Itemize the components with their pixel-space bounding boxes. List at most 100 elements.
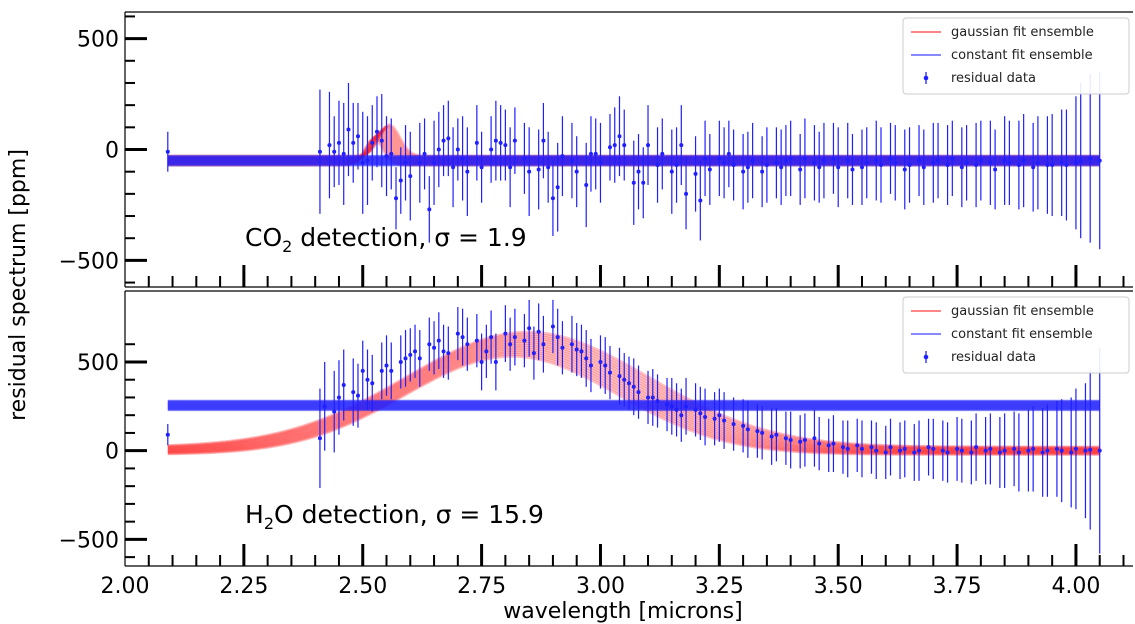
data-point [698, 198, 703, 203]
data-point [346, 127, 351, 132]
data-point [802, 438, 807, 443]
residual-data [165, 299, 1102, 554]
data-point [607, 370, 612, 375]
data-point [365, 158, 370, 163]
data-point [427, 207, 432, 212]
data-point [674, 407, 679, 412]
data-point [988, 446, 993, 451]
data-point [831, 156, 836, 161]
data-point [413, 349, 418, 354]
data-point [869, 445, 874, 450]
data-point [859, 446, 864, 451]
data-point [408, 174, 413, 179]
data-point [679, 413, 684, 418]
data-point [1088, 447, 1093, 452]
data-point [693, 171, 698, 176]
data-point [508, 165, 513, 170]
data-point [375, 129, 379, 134]
data-point [622, 143, 627, 148]
data-point [874, 448, 879, 453]
data-point [398, 178, 403, 183]
data-point [351, 390, 356, 395]
data-point [541, 138, 546, 143]
data-point [660, 151, 665, 156]
data-point [964, 160, 969, 165]
data-point [1054, 446, 1059, 451]
data-point [1002, 158, 1007, 163]
data-point [945, 163, 950, 168]
data-point [522, 156, 527, 161]
data-point [336, 395, 341, 400]
x-tick-label: 2.25 [219, 574, 268, 599]
data-point [446, 136, 451, 141]
data-point [436, 147, 441, 152]
data-point [874, 158, 879, 163]
data-point [760, 430, 765, 435]
legend-box [902, 17, 1130, 95]
data-point [360, 368, 365, 373]
data-point [1073, 160, 1078, 165]
data-point [917, 448, 922, 453]
legend-box [902, 296, 1130, 374]
data-point [817, 165, 822, 170]
x-tick-label: 4.00 [1051, 574, 1100, 599]
data-point [417, 160, 422, 165]
data-point [931, 446, 936, 451]
data-point [902, 167, 907, 172]
data-point [717, 156, 722, 161]
data-point [546, 165, 551, 170]
data-point [503, 143, 508, 148]
data-point [389, 151, 394, 156]
data-point [588, 363, 593, 368]
data-point [945, 450, 950, 455]
data-point [317, 436, 322, 441]
data-point [650, 395, 655, 400]
plot-area [165, 71, 1102, 250]
data-point [655, 163, 660, 168]
data-point [379, 368, 384, 373]
data-point [341, 151, 346, 156]
data-point [812, 436, 817, 441]
data-point [760, 169, 765, 174]
data-point [788, 156, 793, 161]
data-point [588, 151, 593, 156]
data-point [1031, 446, 1036, 451]
data-point [536, 329, 541, 334]
data-point [598, 160, 603, 165]
data-point [669, 404, 674, 409]
data-point [1069, 450, 1074, 455]
data-point [555, 185, 560, 190]
data-point [722, 160, 727, 165]
data-point [432, 160, 437, 165]
x-axis-label: wavelength [microns] [503, 599, 742, 624]
data-point [936, 158, 941, 163]
data-point [522, 338, 527, 343]
data-point [389, 368, 394, 373]
data-point [574, 169, 579, 174]
data-point [631, 180, 636, 185]
data-point [1045, 448, 1050, 453]
data-point [1035, 160, 1040, 165]
data-point [745, 427, 750, 432]
data-point [1045, 163, 1050, 168]
data-point [617, 374, 622, 379]
data-point [888, 445, 893, 450]
data-point [969, 450, 974, 455]
y-tick-label: 500 [77, 28, 119, 53]
data-point [959, 165, 964, 170]
data-point [441, 349, 446, 354]
data-point [341, 383, 346, 388]
data-point [593, 151, 598, 156]
data-point [1078, 158, 1083, 163]
data-point [446, 351, 451, 356]
data-point [722, 418, 727, 423]
data-point [684, 404, 689, 409]
data-point [940, 448, 945, 453]
data-point [1097, 448, 1102, 453]
data-point [403, 160, 408, 165]
data-point [888, 156, 893, 161]
data-point [465, 169, 470, 174]
data-point [569, 342, 574, 347]
data-point [783, 436, 788, 441]
data-point [479, 165, 484, 170]
